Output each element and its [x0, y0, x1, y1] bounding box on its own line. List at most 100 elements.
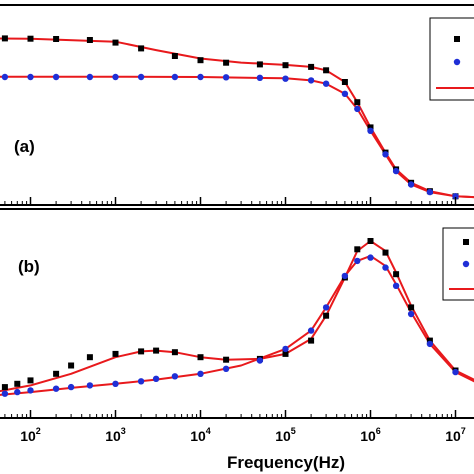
- panel-a-circle-point: [1, 73, 9, 81]
- panel-b-circle-point: [137, 378, 145, 385]
- panel-b-square-point: [1, 384, 8, 391]
- panel-a-frame: [0, 4, 474, 206]
- panel-b-fit-line-1: [0, 240, 474, 393]
- panel-a-square-point: [171, 53, 178, 59]
- panel-b-fit-line-2: [0, 254, 474, 396]
- panel-a-circle-point: [197, 73, 204, 81]
- panel-a-square-point: [223, 59, 230, 66]
- x-tick-labels: 102 103 104 105 106 107: [20, 426, 466, 444]
- panel-b-circle-point: [152, 375, 160, 382]
- panel-b-legend-circle-marker: [462, 260, 470, 268]
- panel-a-circle-point: [171, 73, 179, 81]
- panel-b-plot-area: [0, 238, 474, 397]
- panel-b-circle-point: [354, 257, 361, 265]
- panel-b-square-point: [153, 347, 160, 354]
- panel-a-square-point: [282, 62, 289, 69]
- panel-b-legend-square-marker: [463, 239, 469, 245]
- panel-a-circle-point: [307, 77, 315, 84]
- panel-b-circle-point: [322, 304, 330, 311]
- panel-a-square-point: [256, 61, 263, 68]
- panel-b-circle-point: [392, 282, 400, 289]
- panel-a-circle-point: [452, 193, 459, 200]
- panel-a-x-ticks: [4, 197, 457, 205]
- panel-b-circle-point: [452, 368, 459, 376]
- panel-a-circle-point: [367, 127, 374, 134]
- panel-a-circle-point: [137, 73, 145, 81]
- panel-b-circle-point: [112, 380, 119, 387]
- panel-a-circle-point: [341, 90, 349, 98]
- panel-a-circle-point: [52, 73, 60, 81]
- panel-a-square-point: [308, 63, 315, 70]
- panel-b-square-point: [171, 349, 178, 356]
- panel-a-circle-point: [282, 75, 289, 82]
- panel-b-circle-point: [256, 357, 264, 364]
- panel-b-square-point: [197, 354, 204, 361]
- panel-a-plot-area: [0, 35, 474, 200]
- panel-a-fit-line-2: [0, 75, 474, 199]
- panel-b-square-point: [308, 337, 315, 344]
- panel-b-frame: [0, 208, 474, 419]
- panel-b-circle-point: [67, 383, 75, 391]
- panel-b-square-point: [223, 356, 230, 363]
- panel-b-square-point: [426, 337, 433, 344]
- panel-a-circle-point: [256, 74, 264, 82]
- panel-b-square-point: [354, 246, 361, 253]
- panel-a-fit-line-1: [0, 37, 474, 199]
- panel-b-square-point: [14, 380, 21, 387]
- panel-a: (a): [0, 4, 474, 206]
- panel-b-square-point: [323, 312, 330, 319]
- panel-a-square-point: [367, 124, 374, 131]
- panel-b-circle-point: [426, 340, 434, 348]
- panel-a-circle-point: [426, 188, 434, 196]
- panel-a-square-point: [27, 35, 34, 42]
- panel-b-circle-point: [27, 387, 34, 394]
- panel-a-label: (a): [14, 137, 35, 156]
- panel-a-legend-box: [429, 17, 474, 101]
- panel-a-legend-circle-marker: [453, 58, 461, 66]
- panel-b-square-point: [112, 350, 119, 357]
- panel-b-square-point: [138, 348, 145, 355]
- panel-b-square-point: [53, 370, 60, 377]
- x-tick-label: 105: [275, 426, 296, 444]
- x-tick-label: 102: [20, 426, 41, 444]
- panel-b-circle-point: [52, 385, 60, 392]
- panel-a-circle-point: [392, 167, 400, 175]
- x-tick-label: 106: [360, 426, 381, 444]
- panel-a-circle-point: [112, 73, 119, 81]
- panel-b: (b): [0, 208, 474, 419]
- panel-b-circle-point: [382, 264, 389, 271]
- panel-b-square-point: [27, 377, 34, 384]
- panel-a-square-point: [138, 45, 145, 52]
- panel-b-square-point: [86, 354, 93, 361]
- panel-b-circle-point: [86, 382, 94, 389]
- panel-a-square-point: [197, 57, 204, 64]
- panel-a-circle-point: [27, 73, 34, 81]
- x-tick-label: 103: [105, 426, 126, 444]
- panel-a-circle-point: [86, 73, 94, 81]
- panel-a-circle-point: [382, 151, 389, 158]
- panel-b-circle-point: [171, 373, 179, 380]
- x-tick-label: 107: [445, 426, 466, 444]
- panel-b-square-point: [68, 362, 75, 369]
- panel-b-square-point: [282, 350, 289, 357]
- panel-a-circle-point: [407, 181, 415, 188]
- panel-a-square-point: [323, 67, 330, 74]
- panel-b-circle-point: [307, 327, 315, 334]
- panel-b-square-point: [393, 271, 400, 278]
- panel-b-square-point: [382, 249, 389, 256]
- panel-b-circle-point: [282, 345, 289, 353]
- panel-a-square-point: [354, 99, 361, 106]
- panel-b-circle-point: [367, 254, 374, 261]
- panel-b-square-point: [367, 238, 374, 244]
- panel-b-circle-point: [1, 390, 9, 397]
- panel-b-circle-point: [407, 310, 415, 318]
- panel-b-circle-point: [197, 370, 204, 377]
- panel-b-label: (b): [18, 257, 40, 276]
- panel-b-legend: [442, 227, 474, 301]
- panel-a-square-point: [53, 36, 60, 42]
- panel-a-square-point: [341, 79, 348, 85]
- panel-a-circle-point: [322, 80, 330, 87]
- x-tick-label: 104: [190, 426, 211, 444]
- panel-b-square-point: [408, 304, 415, 311]
